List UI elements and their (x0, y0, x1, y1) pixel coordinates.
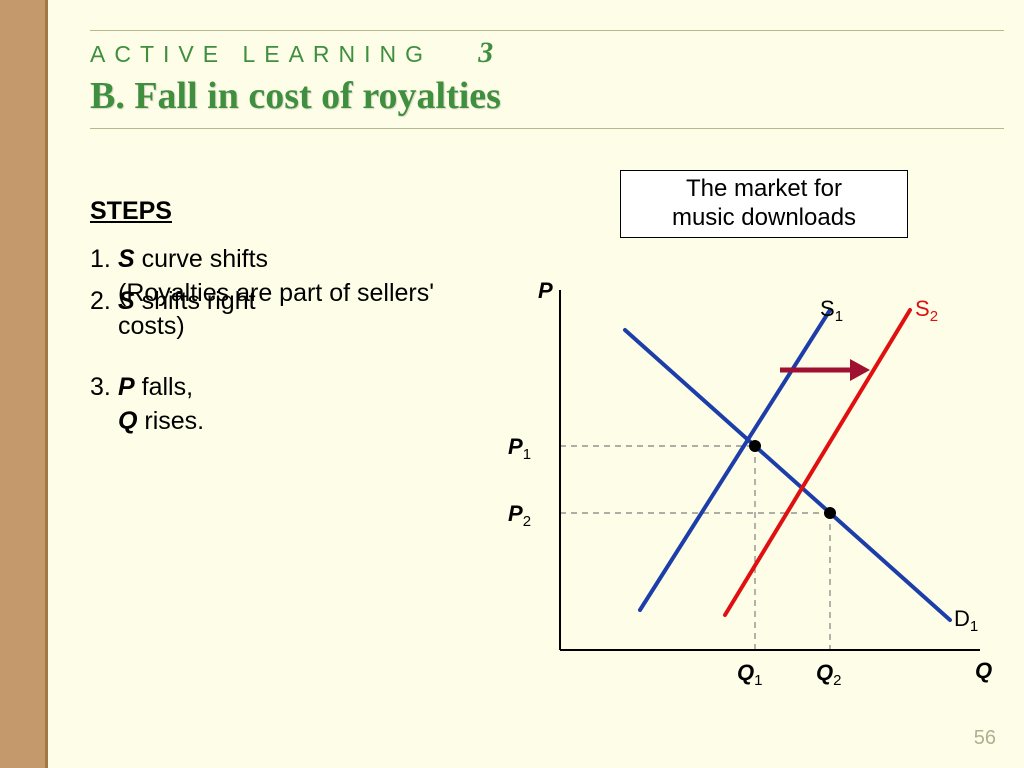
step-3-rest-b: rises. (137, 407, 204, 435)
overline: ACTIVE LEARNING 3 (90, 36, 1004, 70)
step-3-num: 3. (90, 371, 118, 439)
step-2-text: S shifts right (118, 285, 256, 319)
overline-text: ACTIVE LEARNING (90, 41, 432, 67)
svg-text:Q2: Q2 (816, 660, 841, 689)
slide-title: B. Fall in cost of royalties (90, 74, 1004, 118)
step-1: 1. S curve shifts (Royalties are part of… (90, 243, 470, 333)
left-accent-bar (0, 0, 48, 768)
step-1-rest: curve shifts (135, 245, 268, 273)
content-area: ACTIVE LEARNING 3 B. Fall in cost of roy… (45, 0, 1024, 768)
svg-text:S1: S1 (820, 296, 843, 325)
step-2-num: 2. (90, 285, 118, 319)
svg-text:D1: D1 (954, 606, 978, 635)
svg-text:Q: Q (975, 658, 992, 683)
step-1-var: S (118, 245, 135, 273)
overline-number: 3 (478, 36, 493, 69)
svg-text:S2: S2 (915, 296, 938, 325)
svg-text:Q1: Q1 (737, 660, 762, 689)
svg-text:P: P (538, 278, 553, 303)
step-2-var: S (118, 287, 135, 315)
step-3: 3. P falls, Q rises. (90, 371, 470, 439)
svg-text:P2: P2 (508, 501, 531, 530)
step-2-overlap: 2. S shifts right (90, 285, 256, 319)
step-3-var-p: P (118, 373, 135, 401)
steps-heading: STEPS (90, 195, 470, 229)
step-2-rest: shifts right (135, 287, 256, 315)
slide: ACTIVE LEARNING 3 B. Fall in cost of roy… (0, 0, 1024, 768)
step-3-text: P falls, Q rises. (118, 371, 470, 439)
step-3-rest-a: falls, (135, 373, 193, 401)
market-caption-l1: The market for (686, 175, 842, 202)
step-3-var-q: Q (118, 407, 137, 435)
svg-text:P1: P1 (508, 434, 531, 463)
page-number: 56 (974, 727, 996, 750)
chart-area: The market for music downloads PQP1P2Q1Q… (500, 170, 1020, 690)
steps-area: STEPS 1. S curve shifts (Royalties are p… (90, 195, 470, 446)
supply-demand-chart: P Q P1 P2 Q1 Q2 S1 S2 D1 (500, 220, 1000, 690)
title-area: ACTIVE LEARNING 3 B. Fall in cost of roy… (90, 30, 1004, 129)
